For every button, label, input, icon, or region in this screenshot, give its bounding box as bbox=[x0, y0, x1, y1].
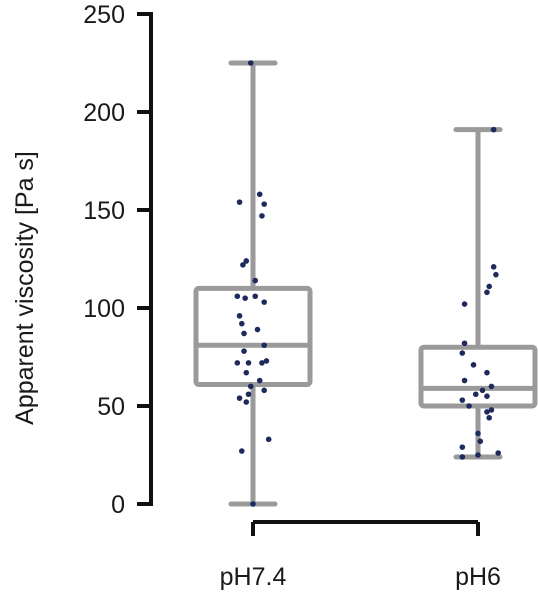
data-point bbox=[459, 454, 466, 460]
data-point bbox=[234, 293, 241, 300]
data-point bbox=[486, 414, 493, 421]
iqr-box bbox=[418, 344, 538, 409]
data-point bbox=[254, 326, 261, 333]
data-point bbox=[461, 340, 468, 347]
data-point bbox=[479, 387, 486, 394]
data-point bbox=[488, 407, 495, 413]
data-point bbox=[243, 258, 250, 264]
y-axis-title: Apparent viscosity [Pa s] bbox=[11, 151, 39, 425]
y-tick-label: 200 bbox=[83, 99, 125, 127]
data-point bbox=[263, 358, 270, 364]
data-point bbox=[472, 391, 479, 398]
data-point bbox=[256, 191, 263, 198]
data-point bbox=[459, 350, 466, 356]
data-point bbox=[250, 501, 256, 507]
iqr-box bbox=[193, 285, 313, 387]
data-point bbox=[243, 369, 250, 376]
data-point bbox=[241, 348, 247, 354]
y-tick-label: 0 bbox=[111, 491, 125, 519]
boxplot-pH7.4 bbox=[193, 60, 313, 507]
data-point bbox=[245, 360, 252, 366]
x-tick-label: pH7.4 bbox=[220, 563, 287, 591]
data-point bbox=[484, 409, 490, 415]
x-axis: pH7.4 pH6 bbox=[220, 520, 501, 591]
data-point bbox=[493, 271, 499, 278]
data-point bbox=[265, 436, 272, 443]
y-tick-label: 100 bbox=[83, 295, 125, 323]
y-axis: 0 50 100 150 200 250 bbox=[83, 1, 153, 519]
data-point bbox=[484, 369, 490, 376]
y-tick-label: 250 bbox=[83, 1, 125, 29]
data-point bbox=[470, 362, 477, 368]
y-tick-label: 150 bbox=[83, 197, 125, 225]
boxplot-pH6 bbox=[418, 126, 538, 460]
data-point bbox=[234, 360, 241, 366]
data-point bbox=[261, 299, 268, 305]
data-point bbox=[236, 395, 243, 401]
data-point bbox=[486, 283, 493, 290]
data-point bbox=[477, 438, 484, 445]
data-point bbox=[461, 301, 468, 307]
data-point bbox=[259, 360, 265, 366]
data-point bbox=[252, 293, 259, 300]
data-point bbox=[484, 393, 490, 400]
boxplots bbox=[193, 60, 538, 507]
data-point bbox=[459, 397, 466, 403]
data-point bbox=[261, 201, 268, 207]
data-point bbox=[236, 313, 243, 319]
data-point bbox=[242, 295, 248, 302]
x-tick-label: pH6 bbox=[455, 563, 501, 591]
data-point bbox=[247, 383, 254, 390]
data-point bbox=[256, 377, 263, 384]
data-point bbox=[239, 448, 245, 454]
data-point bbox=[243, 399, 250, 405]
data-point bbox=[261, 387, 268, 394]
data-point bbox=[495, 450, 501, 456]
data-point bbox=[459, 444, 466, 450]
data-point bbox=[247, 60, 254, 66]
data-point bbox=[475, 430, 481, 437]
data-point bbox=[245, 391, 252, 398]
y-tick-label: 50 bbox=[97, 393, 125, 421]
data-point bbox=[461, 377, 468, 384]
data-point bbox=[259, 213, 265, 219]
data-point bbox=[488, 383, 495, 390]
data-point bbox=[475, 452, 481, 458]
data-point bbox=[241, 330, 247, 337]
data-point bbox=[490, 264, 497, 270]
data-point bbox=[261, 342, 268, 349]
data-point bbox=[240, 262, 246, 268]
data-point bbox=[239, 320, 245, 327]
data-point bbox=[252, 277, 259, 284]
data-point bbox=[490, 126, 497, 133]
data-point bbox=[236, 199, 243, 205]
data-point bbox=[484, 289, 490, 296]
data-point bbox=[466, 403, 472, 409]
